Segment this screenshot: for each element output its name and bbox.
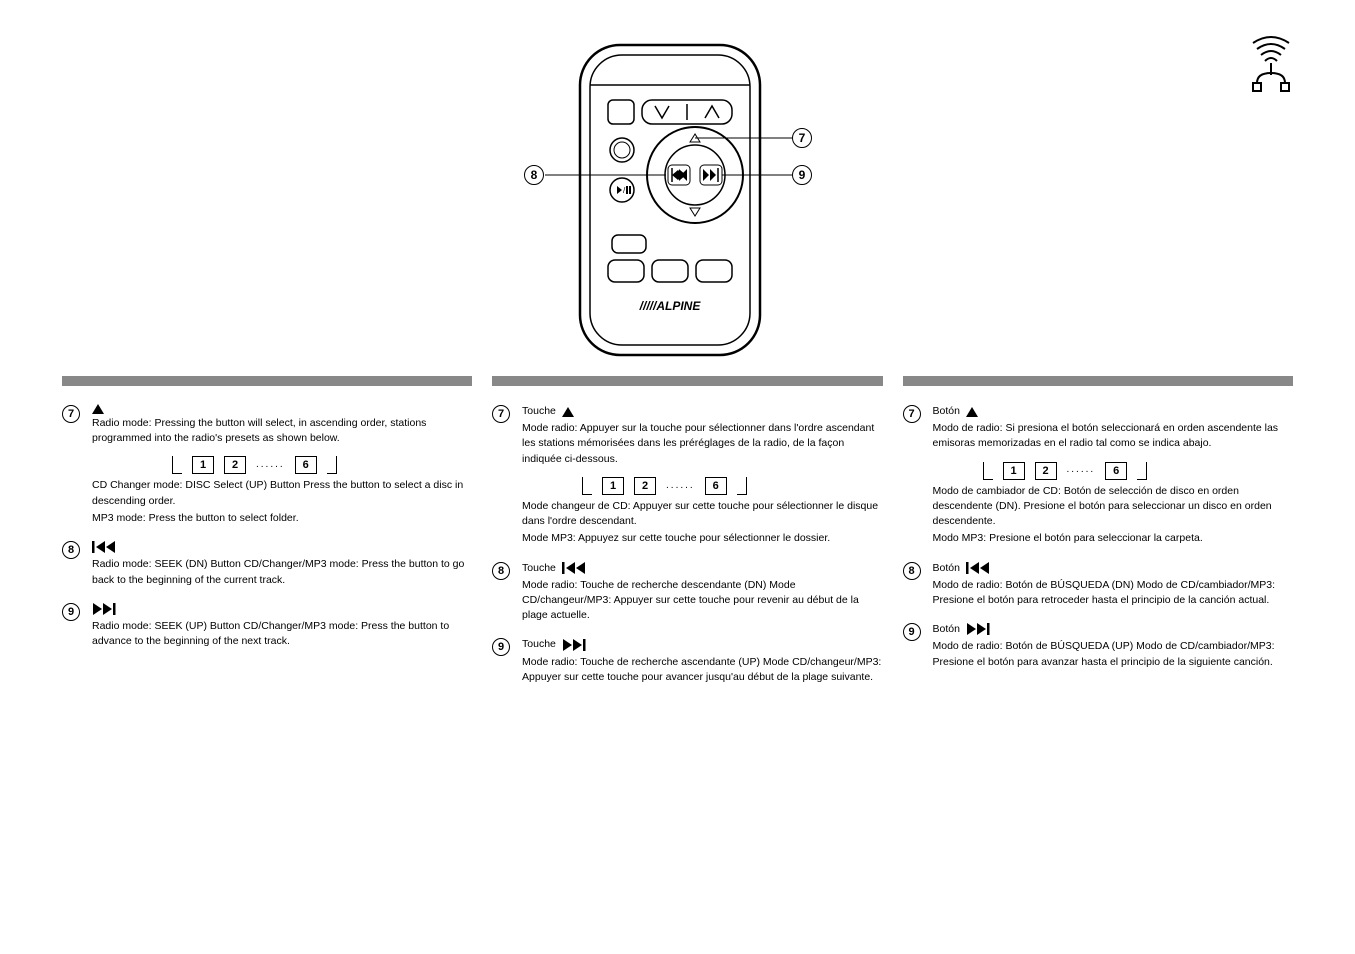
item-7-en: 7 Radio mode: Pressing the button will s… (62, 404, 472, 526)
preset-1: 1 (602, 477, 624, 495)
preset-row: 1 2 ...... 6 (172, 456, 472, 474)
callout-8: 8 (524, 165, 544, 185)
triangle-up-icon (966, 407, 978, 417)
header-bar (903, 376, 1293, 386)
item-7-fr: 7 Touche Mode radio: Appuyer sur la touc… (492, 404, 882, 547)
header-bar (62, 376, 472, 386)
preset-2: 2 (634, 477, 656, 495)
prev-track-icon (966, 561, 992, 576)
preset-row: 1 2 ...... 6 (582, 477, 882, 495)
svg-text://///ALPINE: /////ALPINE (639, 299, 702, 313)
item-7-number: 7 (62, 405, 80, 423)
item-9-para: Mode radio: Touche de recherche ascendan… (522, 656, 881, 683)
callout-9: 9 (792, 165, 812, 185)
next-track-icon (562, 637, 588, 652)
item-9-es: 9 Botón Modo de radio: Botón de BÚSQUEDA… (903, 622, 1293, 670)
item-8-fr: 8 Touche Mode radio: Touche de recherche… (492, 561, 882, 624)
preset-6: 6 (295, 456, 317, 474)
item-9-para: Radio mode: SEEK (UP) Button CD/Changer/… (92, 620, 449, 647)
preset-2: 2 (1035, 462, 1057, 480)
remote-diagram: / /////ALPINE 7 8 (520, 40, 820, 360)
next-track-icon (966, 622, 992, 637)
item-7-sub2: MP3 mode: Press the button to select fol… (92, 511, 472, 526)
item-7-after: CD Changer mode: DISC Select (UP) Button… (92, 478, 472, 508)
item-7-number: 7 (903, 405, 921, 423)
column-french: 7 Touche Mode radio: Appuyer sur la touc… (492, 376, 882, 699)
item-8-para: Modo de radio: Botón de BÚSQUEDA (DN) Mo… (933, 579, 1276, 606)
item-7-es: 7 Botón Modo de radio: Si presiona el bo… (903, 404, 1293, 547)
prev-track-icon (92, 540, 118, 555)
preset-6: 6 (705, 477, 727, 495)
callout-8-number: 8 (524, 165, 544, 185)
column-spanish: 7 Botón Modo de radio: Si presiona el bo… (903, 376, 1293, 699)
item-7-sub2: Mode MP3: Appuyez sur cette touche pour … (522, 531, 882, 546)
preset-6: 6 (1105, 462, 1127, 480)
item-8-number: 8 (492, 562, 510, 580)
wireless-icon (1247, 35, 1295, 100)
item-9-number: 9 (903, 623, 921, 641)
preset-dots: ...... (256, 458, 285, 473)
item-8-number: 8 (903, 562, 921, 580)
callout-9-number: 9 (792, 165, 812, 185)
header-bar (492, 376, 882, 386)
item-9-en: 9 Radio mode: SEEK (UP) Button CD/Change… (62, 602, 472, 650)
item-8-number: 8 (62, 541, 80, 559)
item-8-para: Radio mode: SEEK (DN) Button CD/Changer/… (92, 558, 464, 585)
item-9-number: 9 (62, 603, 80, 621)
column-english: 7 Radio mode: Pressing the button will s… (62, 376, 472, 699)
item-9-para: Modo de radio: Botón de BÚSQUEDA (UP) Mo… (933, 640, 1275, 667)
item-7-para1: Modo de radio: Si presiona el botón sele… (933, 422, 1279, 449)
callout-7: 7 (792, 128, 812, 148)
svg-text:/: / (623, 186, 626, 195)
item-9-fr: 9 Touche Mode radio: Touche de recherche… (492, 637, 882, 685)
preset-2: 2 (224, 456, 246, 474)
prev-track-icon (562, 561, 588, 576)
preset-1: 1 (1003, 462, 1025, 480)
preset-row: 1 2 ...... 6 (983, 462, 1293, 480)
item-7-sub2: Modo MP3: Presione el botón para selecci… (933, 531, 1293, 546)
preset-1: 1 (192, 456, 214, 474)
item-8-es: 8 Botón Modo de radio: Botón de BÚSQUEDA… (903, 561, 1293, 609)
item-9-number: 9 (492, 638, 510, 656)
next-track-icon (92, 602, 118, 617)
item-7-after: Modo de cambiador de CD: Botón de selecc… (933, 484, 1293, 530)
item-7-after: Mode changeur de CD: Appuyer sur cette t… (522, 499, 882, 529)
item-8-para: Mode radio: Touche de recherche descenda… (522, 579, 859, 621)
triangle-up-icon (562, 407, 574, 417)
item-7-para1: Mode radio: Appuyer sur la touche pour s… (522, 422, 874, 464)
item-8-en: 8 Radio mode: SEEK (DN) Button CD/Change… (62, 540, 472, 588)
callout-7-number: 7 (792, 128, 812, 148)
item-7-para1: Radio mode: Pressing the button will sel… (92, 417, 426, 444)
preset-dots: ...... (1067, 463, 1096, 478)
item-7-number: 7 (492, 405, 510, 423)
triangle-up-icon (92, 404, 104, 414)
preset-dots: ...... (666, 479, 695, 494)
